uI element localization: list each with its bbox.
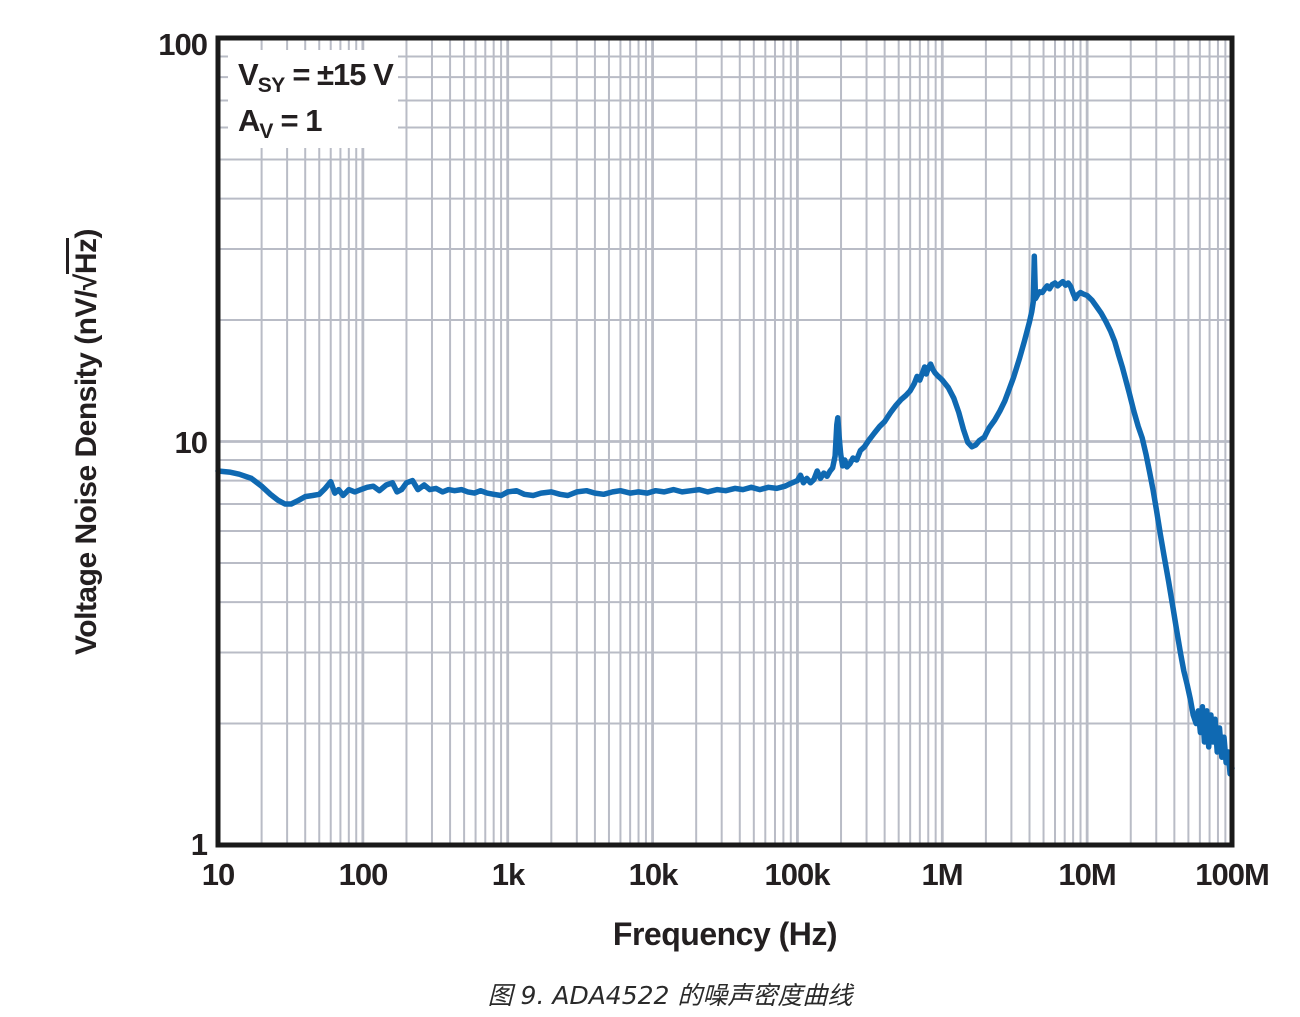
plot-frame — [215, 35, 1235, 848]
y-tick-label-1: 1 — [190, 827, 208, 862]
condition-annotation: VSY = ±15 V AV = 1 — [228, 50, 398, 148]
annotation-av: AV = 1 — [238, 103, 322, 144]
noise-curve — [215, 253, 1235, 777]
grid-lines — [216, 36, 1234, 847]
x-tick-label-1M: 1M — [921, 857, 963, 892]
y-tick-label-100: 100 — [158, 27, 208, 62]
x-tick-label-100k: 100k — [764, 857, 831, 892]
x-tick-label-100: 100 — [338, 857, 389, 892]
x-tick-label-10M: 10M — [1058, 857, 1116, 892]
x-axis-title: Frequency (Hz) — [612, 916, 838, 952]
annotation-vsy: VSY = ±15 V — [238, 57, 394, 98]
x-tick-label-10k: 10k — [628, 857, 679, 892]
x-tick-label-100M: 100M — [1195, 857, 1270, 892]
figure-caption: 图 9. ADA4522 的噪声密度曲线 — [487, 981, 853, 1010]
x-tick-label-1k: 1k — [491, 857, 525, 892]
y-tick-label-10: 10 — [174, 425, 208, 460]
x-tick-label-10: 10 — [201, 857, 235, 892]
